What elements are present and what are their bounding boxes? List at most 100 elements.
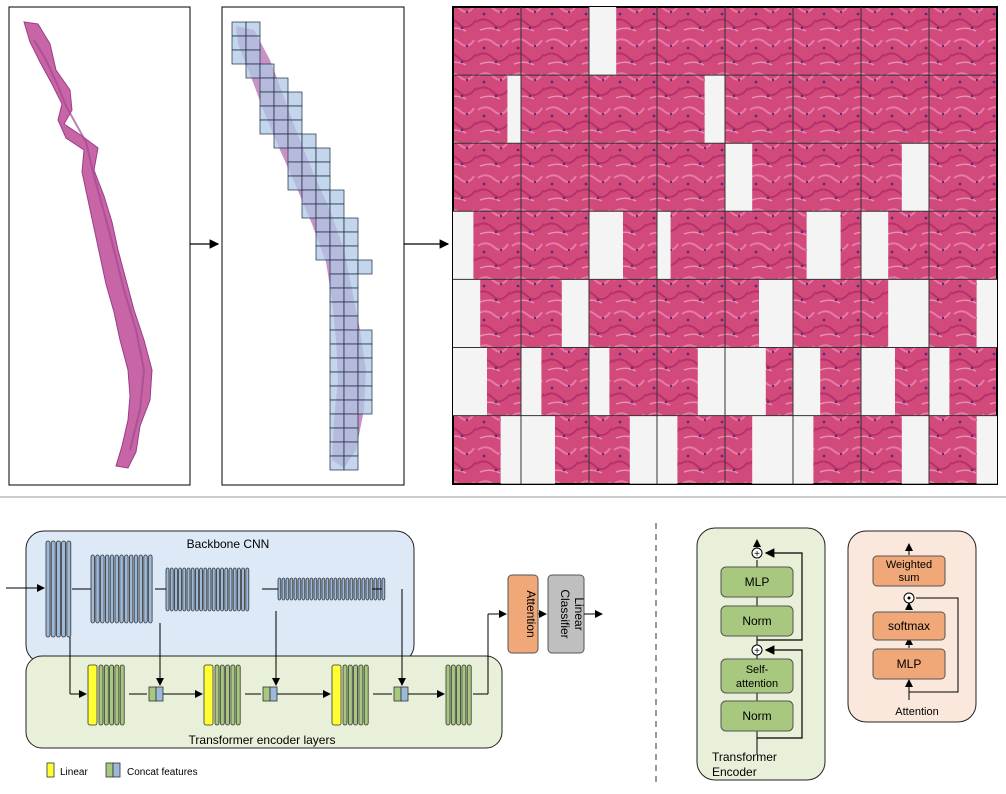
patch-tile: [357, 357, 373, 373]
patch-tile: [343, 273, 359, 289]
patch-tile: [315, 231, 331, 247]
cnn-layer-stage-3: [207, 567, 212, 612]
cnn-layer-stage-4: [309, 577, 314, 601]
norm-bottom-box: [720, 700, 794, 732]
concat-green: [262, 686, 271, 702]
patch-tile: [301, 203, 317, 219]
patch-tile: [343, 217, 359, 233]
patch-tile: [343, 399, 359, 415]
cnn-layer-stage-4: [281, 577, 286, 601]
patch-tile: [357, 259, 373, 275]
encoder-layer: [450, 664, 456, 726]
mosaic-white-area: [901, 143, 929, 212]
classifier-label-line2: Classifier: [558, 589, 572, 638]
patch-tile: [329, 343, 345, 359]
cnn-layer-stage-3: [232, 567, 237, 612]
mosaic-white-area: [901, 415, 929, 484]
encoder-layer: [219, 664, 225, 726]
encoder-layer: [456, 664, 462, 726]
linear-classifier-box: Linear Classifier: [547, 574, 586, 654]
patch-tile: [245, 63, 261, 79]
cnn-layer-stage-3: [182, 567, 187, 612]
legend-concat-swatch-blue: [112, 762, 121, 778]
attention-label: Attention: [524, 590, 538, 637]
cnn-layer-stage-1: [50, 540, 56, 638]
attention-mlp-box: [872, 648, 946, 680]
mosaic-white-area: [976, 279, 997, 348]
legend-concat-swatch-green: [105, 762, 114, 778]
cnn-layer-stage-3: [186, 567, 191, 612]
backbone-cnn-label: Backbone CNN: [187, 537, 270, 551]
patch-tile: [301, 175, 317, 191]
patch-tile: [287, 161, 303, 177]
mosaic-white-area: [888, 279, 929, 348]
encoder-layer: [225, 664, 231, 726]
cnn-layer-stage-4: [297, 577, 302, 601]
residual-lower: [757, 645, 803, 739]
concat-blue: [400, 686, 409, 702]
cnn-layer-stage-3: [220, 567, 225, 612]
encoder-layer: [445, 664, 451, 726]
patch-tile: [329, 273, 345, 289]
patch-tile: [329, 203, 345, 219]
cnn-layer-stage-1: [66, 540, 72, 638]
patch-tile: [329, 259, 345, 275]
linear-layer: [331, 664, 342, 726]
encoder-layer: [214, 664, 220, 726]
patch-tile: [273, 77, 289, 93]
cnn-layer-stage-1: [45, 540, 51, 638]
cnn-layer-stage-3: [211, 567, 216, 612]
mosaic-white-area: [704, 75, 725, 144]
patch-tile: [343, 455, 359, 471]
patch-tile: [287, 133, 303, 149]
weighted-sum-line2: sum: [899, 572, 920, 584]
encoder-layer: [109, 664, 114, 726]
patch-tile: [231, 49, 247, 65]
patch-tile: [329, 399, 345, 415]
cnn-layer-stage-4: [293, 577, 298, 601]
patch-tile: [315, 217, 331, 233]
patch-tile: [329, 357, 345, 373]
cnn-layer-stage-1: [56, 540, 61, 638]
patch-tile: [329, 245, 345, 261]
mlp-box: [720, 566, 794, 598]
cnn-layer-stage-2: [133, 554, 139, 624]
patch-tile: [357, 385, 373, 401]
mosaic-white-area: [589, 7, 617, 76]
patch-tile: [287, 175, 303, 191]
cnn-layer-stage-4: [333, 577, 338, 601]
cnn-layer-stage-4: [285, 577, 290, 601]
concat-blue: [269, 686, 278, 702]
weighted-sum-line1: Weighted: [886, 559, 932, 571]
cnn-layer-stage-4: [357, 577, 362, 601]
classifier-label-line1: Linear: [572, 597, 586, 630]
mosaic-white-area: [507, 75, 521, 144]
cnn-layer-stage-3: [228, 567, 233, 612]
cnn-layer-stage-4: [317, 577, 322, 601]
patch-tile: [343, 427, 359, 443]
mosaic-white-area: [725, 143, 753, 212]
cnn-layer-stage-3: [236, 567, 241, 612]
patch-tile: [329, 315, 345, 331]
patch-tile: [343, 371, 359, 387]
legend-linear-label: Linear: [60, 767, 88, 778]
mosaic-white-area: [453, 211, 474, 280]
patch-tile: [329, 329, 345, 345]
tissue-inner: [33, 39, 146, 451]
cnn-layer-stage-3: [245, 567, 250, 612]
cnn-layer-stage-2: [114, 554, 119, 624]
cnn-layer-stage-2: [95, 554, 100, 624]
cnn-layer-stage-3: [215, 567, 220, 612]
patch-tile: [259, 119, 275, 135]
patch-tile: [357, 371, 373, 387]
mosaic-white-area: [752, 415, 793, 484]
cnn-layer-stage-2: [105, 554, 110, 624]
cnn-layer-stage-4: [305, 577, 310, 601]
mosaic-white-area: [793, 415, 814, 484]
self-attention-line2: attention: [736, 678, 778, 690]
softmax-label: softmax: [888, 619, 930, 633]
patch-tile: [343, 231, 359, 247]
transformer-layers-label: Transformer encoder layers: [189, 733, 336, 747]
cnn-layer-stage-2: [138, 554, 143, 624]
mosaic-white-area: [657, 415, 678, 484]
